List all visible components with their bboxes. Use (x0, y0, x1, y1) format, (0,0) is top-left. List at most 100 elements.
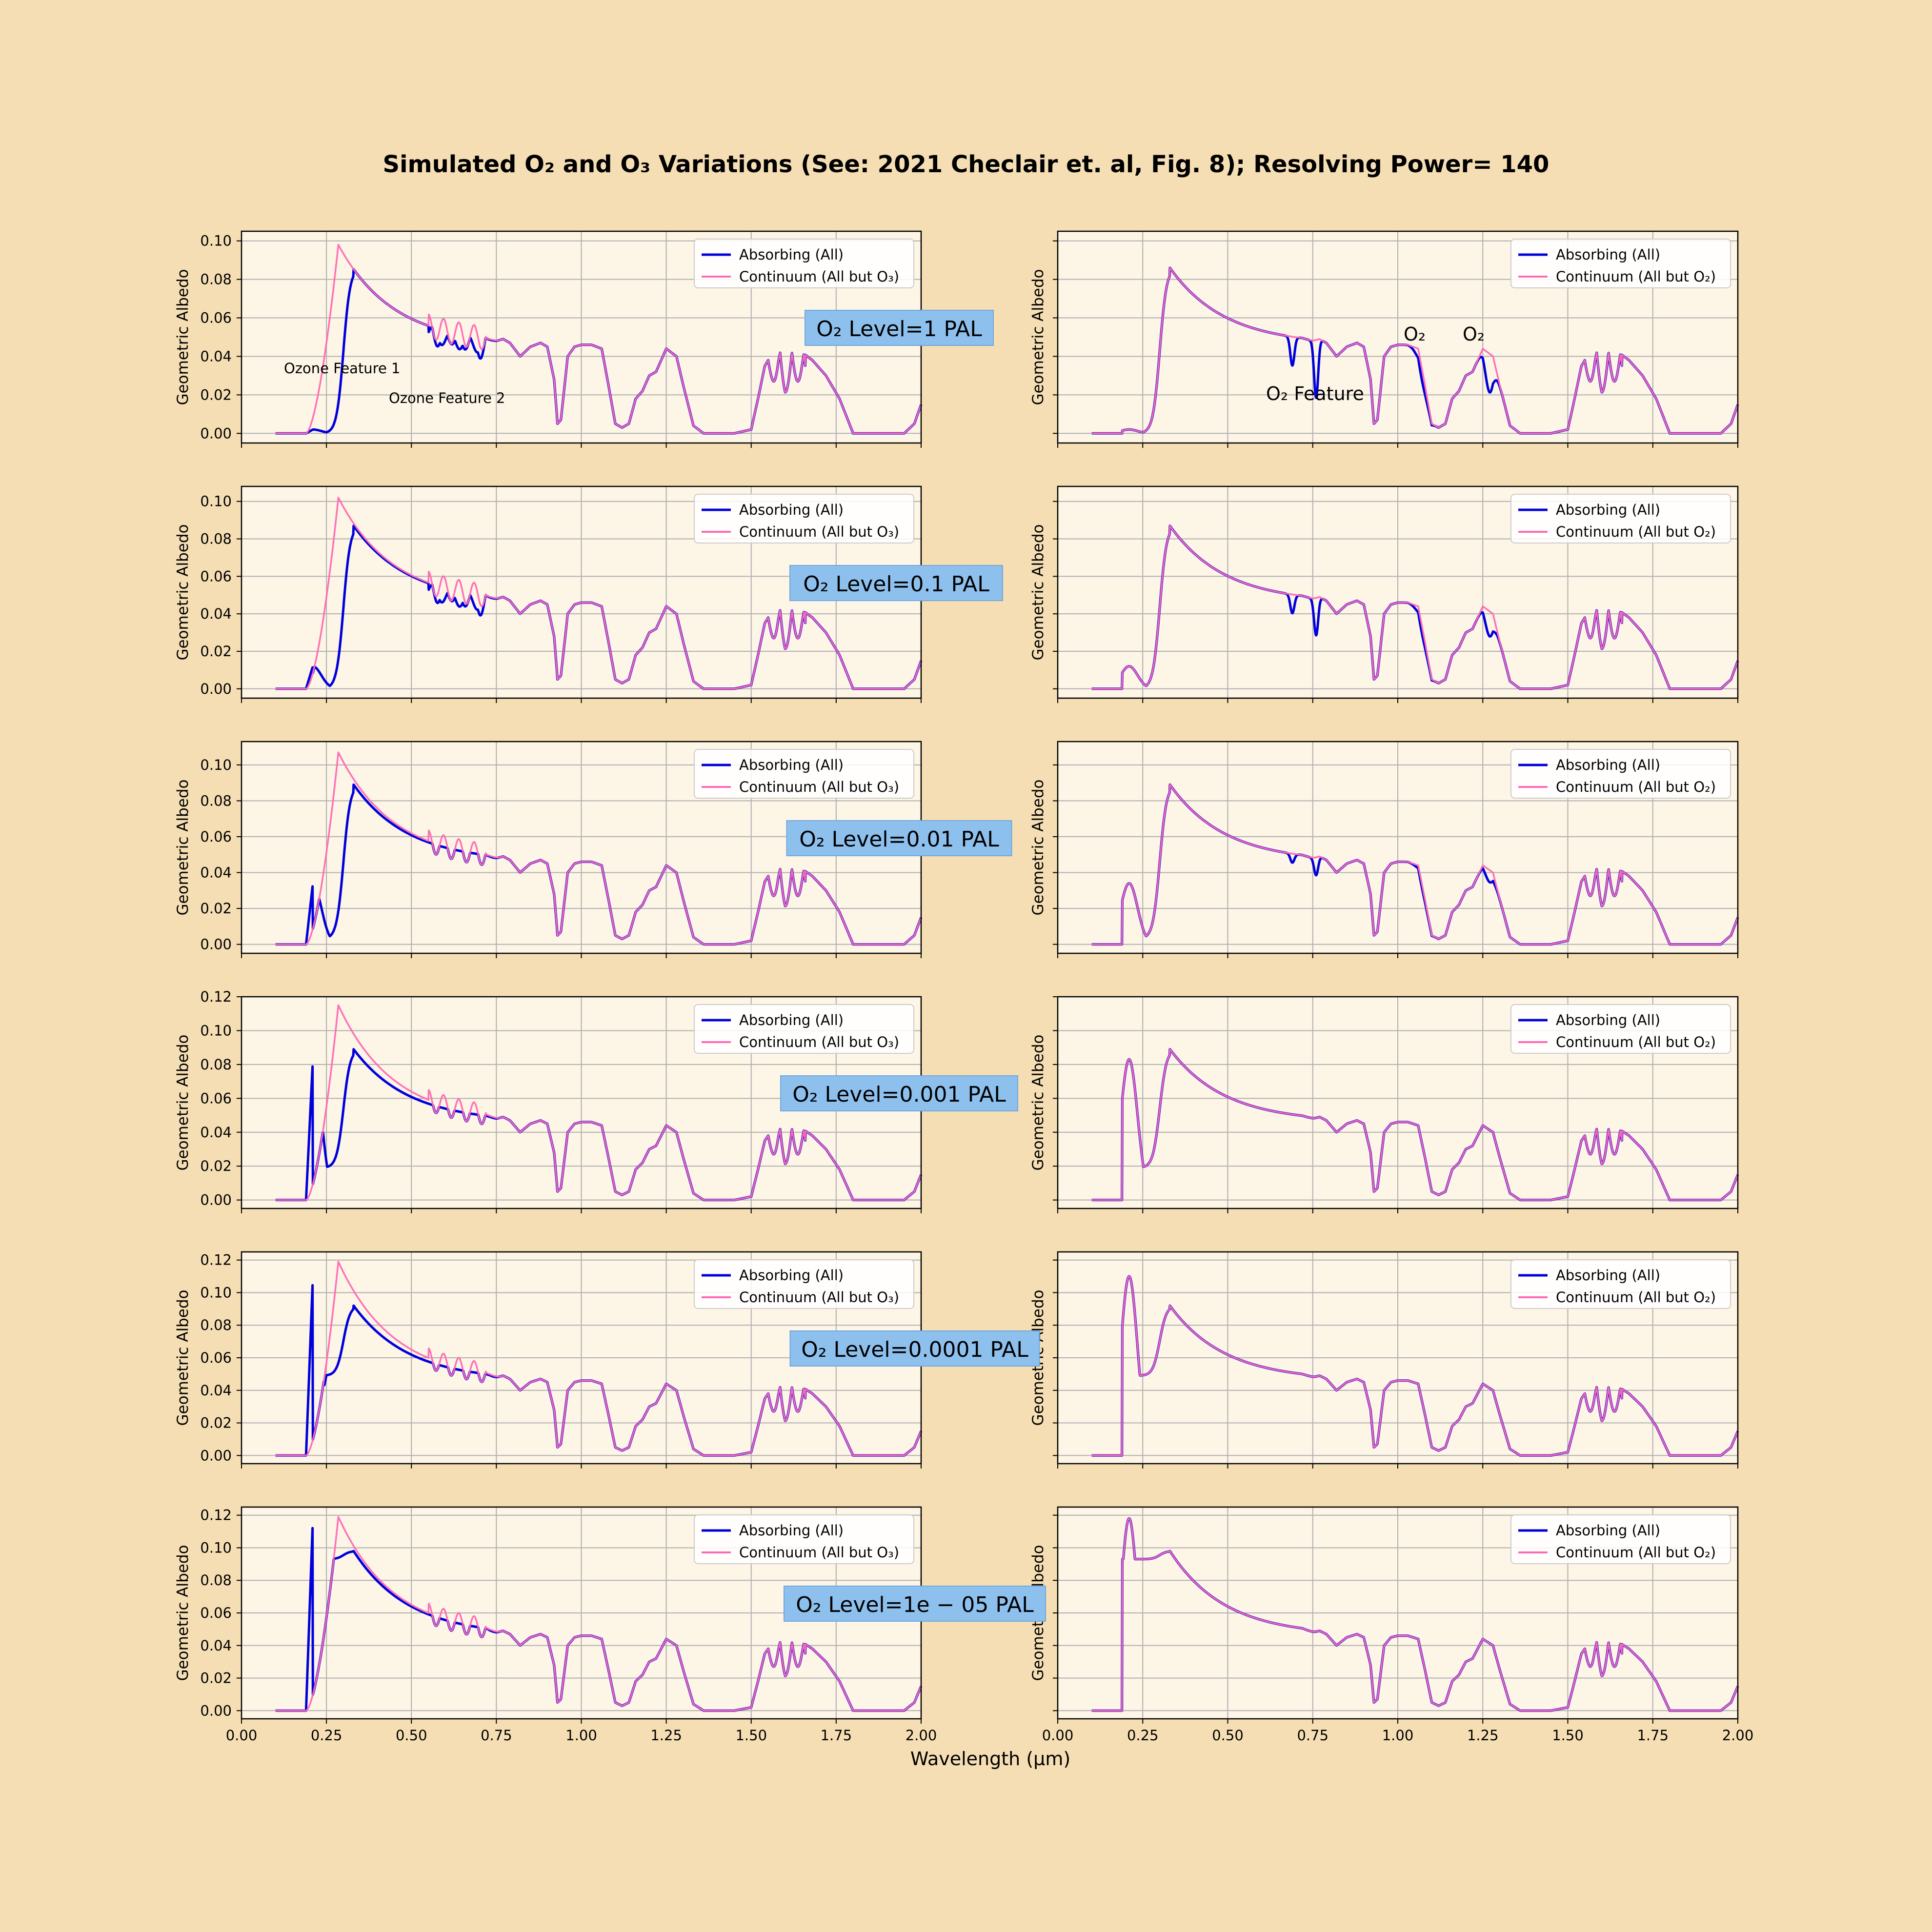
y-tick-label: 0.02 (200, 1415, 232, 1431)
y-tick-label: 0.12 (200, 1507, 232, 1524)
x-tick-label: 1.25 (1467, 1727, 1499, 1744)
annotation-o2-feature: O₂ Feature (1266, 383, 1364, 404)
o2-level-label-box (784, 1586, 1046, 1622)
subplot-grid: 0.00 0.02 0.04 0.06 0.08 0.10 Geometric Albedo… (174, 230, 1753, 1744)
x-tick-label: 1.00 (1382, 1727, 1414, 1744)
y-tick-label: 0.06 (200, 1090, 232, 1107)
legend-label-continuum: Continuum (All but O₃) (739, 1544, 899, 1561)
annotation-ozone-feature-2: Ozone Feature 2 (389, 390, 505, 406)
legend-label-absorbing: Absorbing (All) (739, 1522, 844, 1539)
x-tick-label: 0.25 (311, 1727, 342, 1744)
y-tick-label: 0.10 (200, 757, 232, 773)
subplot-r2-c2: Geometric Albedo Absorbing (All) Continuum… (1029, 485, 1739, 703)
legend-label-absorbing: Absorbing (All) (1556, 502, 1660, 518)
o2-level-label-box (786, 820, 1012, 856)
x-tick-label: 1.25 (650, 1727, 682, 1744)
o2-level-label-box (780, 1075, 1018, 1111)
axes-frame (1057, 1506, 1739, 1720)
o2-level-label-text: O₂ Level=0.1 PAL (803, 572, 989, 597)
o2-level-label-text: O₂ Level=1 PAL (816, 317, 982, 342)
legend-box (1510, 1259, 1731, 1309)
series-line-continuum (275, 1261, 922, 1457)
subplot-r3-c1: 0.00 0.02 0.04 0.06 0.08 0.10 Geometric Albedo… (174, 741, 923, 958)
y-tick-label: 0.06 (200, 568, 232, 584)
legend-label-absorbing: Absorbing (All) (1556, 1267, 1660, 1284)
y-tick-label: 0.02 (200, 643, 232, 660)
y-axis-label: Geometric Albedo (1029, 524, 1047, 661)
y-tick-label: 0.08 (200, 792, 232, 809)
series-line-continuum (1091, 1517, 1739, 1712)
o2-level-label: O₂ Level=1e − 05 PAL (784, 1586, 1046, 1622)
legend-label-continuum: Continuum (All but O₃) (739, 523, 899, 540)
y-tick-label: 0.02 (200, 1158, 232, 1174)
legend-label-continuum: Continuum (All but O₃) (739, 268, 899, 285)
y-tick-label: 0.00 (200, 1447, 232, 1464)
y-tick-label: 0.10 (200, 233, 232, 249)
x-tick-label: 0.50 (396, 1727, 427, 1744)
o2-level-label-text: O₂ Level=0.0001 PAL (801, 1337, 1028, 1362)
y-tick-label: 0.04 (200, 348, 232, 364)
y-tick-label: 0.10 (200, 1284, 232, 1301)
o2-level-label-box (789, 1330, 1040, 1367)
y-tick-label: 0.08 (200, 1317, 232, 1333)
y-tick-label: 0.12 (200, 988, 232, 1005)
x-tick-label: 1.00 (565, 1727, 597, 1744)
legend-label-absorbing: Absorbing (All) (739, 1012, 844, 1028)
chart-title: Simulated O₂ and O₃ Variations (See: 202… (383, 151, 1550, 178)
legend-box (1510, 749, 1731, 799)
annotation-o2-1.27: O₂ (1463, 323, 1485, 345)
legend-box (694, 1259, 914, 1309)
series-line-continuum (1091, 1275, 1739, 1457)
legend-label-absorbing: Absorbing (All) (1556, 1012, 1660, 1028)
y-tick-label: 0.10 (200, 493, 232, 510)
y-tick-label: 0.04 (200, 864, 232, 881)
y-tick-label: 0.00 (200, 936, 232, 953)
subplot-r4-c2: Geometric Albedo Absorbing (All) Continuum… (1029, 996, 1739, 1213)
x-axis-label: Wavelength (μm) (910, 1748, 1070, 1770)
o2-level-label: O₂ Level=0.01 PAL (786, 820, 1012, 856)
y-tick-label: 0.04 (200, 1382, 232, 1399)
axes-frame (1057, 230, 1739, 444)
legend-label-absorbing: Absorbing (All) (1556, 246, 1660, 263)
y-tick-label: 0.00 (200, 681, 232, 697)
y-tick-label: 0.06 (200, 310, 232, 326)
o2-level-label: O₂ Level=0.001 PAL (780, 1075, 1018, 1111)
subplot-r3-c2: Geometric Albedo Absorbing (All) Continuum… (1029, 741, 1739, 958)
legend-label-continuum: Continuum (All but O₃) (739, 779, 899, 795)
x-tick-label: 0.75 (481, 1727, 512, 1744)
legend-box (694, 239, 914, 288)
legend-label-absorbing: Absorbing (All) (739, 757, 844, 773)
series-line-continuum (275, 1004, 922, 1201)
legend-label-continuum: Continuum (All but O₂) (1556, 1289, 1716, 1306)
y-tick-label: 0.00 (200, 1702, 232, 1719)
y-axis-label: Geometric Albedo (174, 1035, 192, 1171)
y-tick-label: 0.08 (200, 271, 232, 288)
y-tick-label: 0.10 (200, 1022, 232, 1039)
o2-level-label-box (805, 310, 994, 346)
subplot-r1-c2: Geometric Albedo Absorbing (All) Continuum… (1029, 230, 1739, 448)
series-line-continuum (1091, 784, 1739, 946)
legend-label-continuum: Continuum (All but O₂) (1556, 1034, 1716, 1050)
series-line-continuum (275, 1516, 922, 1712)
y-tick-label: 0.06 (200, 1349, 232, 1366)
legend-label-absorbing: Absorbing (All) (739, 1267, 844, 1284)
legend-label-continuum: Continuum (All but O₃) (739, 1034, 899, 1050)
subplot-r6-c1: 0.00 0.25 0.50 0.75 1.00 1.25 1.50 1.75 2.00 0.00… (174, 1506, 937, 1744)
x-tick-label: 0.00 (226, 1727, 258, 1744)
o2-level-label: O₂ Level=1 PAL (805, 310, 994, 346)
y-tick-label: 0.04 (200, 605, 232, 622)
legend-label-absorbing: Absorbing (All) (1556, 757, 1660, 773)
y-tick-label: 0.02 (200, 900, 232, 917)
y-tick-label: 0.10 (200, 1539, 232, 1556)
legend-label-continuum: Continuum (All but O₂) (1556, 523, 1716, 540)
x-tick-label: 1.75 (1637, 1727, 1669, 1744)
y-tick-label: 0.02 (200, 386, 232, 403)
o2-level-label-text: O₂ Level=1e − 05 PAL (796, 1592, 1034, 1617)
legend-box (694, 749, 914, 799)
axes-frame (1057, 996, 1739, 1209)
series-line-continuum (1091, 1048, 1739, 1201)
subplot-r6-c2: 0.00 0.25 0.50 0.75 1.00 1.25 1.50 1.75 2.00Geom… (1029, 1506, 1753, 1744)
x-tick-label: 2.00 (906, 1727, 937, 1744)
annotation-ozone-feature-1: Ozone Feature 1 (284, 360, 401, 377)
